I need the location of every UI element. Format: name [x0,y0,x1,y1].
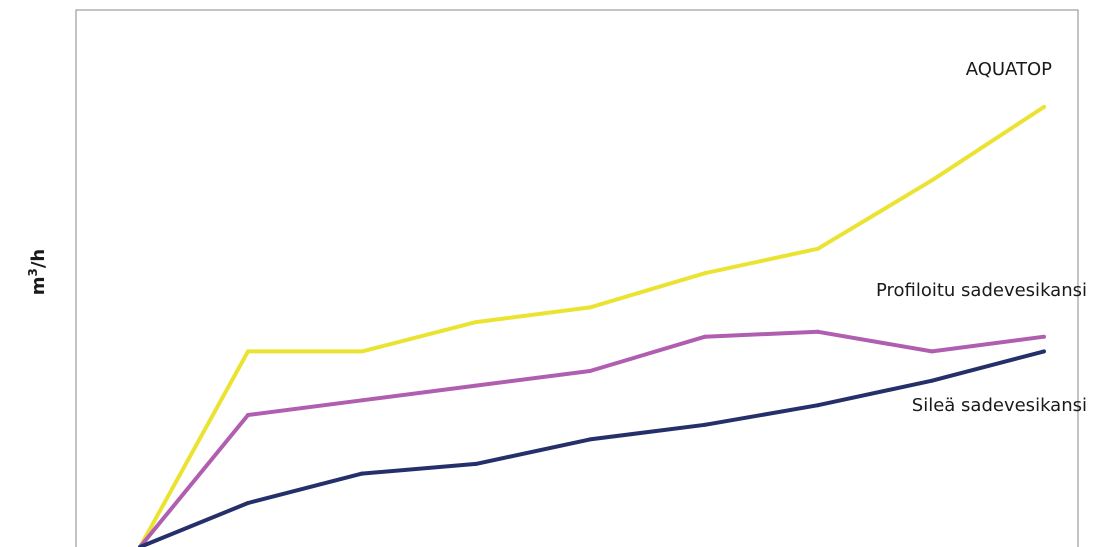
series-label-1: Profiloitu sadevesikansi [876,280,1087,301]
label-layer: AQUATOP Profiloitu sadevesikansi Sileä sad… [876,59,1087,416]
series-point [474,461,478,466]
y-axis-label: m3/h [26,249,49,296]
series-point [930,378,934,383]
series-point [930,178,934,183]
series-point [360,471,364,476]
series-label-2: Sileä sadevesikansi [912,395,1087,416]
series-line-0 [138,105,1046,547]
series-point [816,246,820,251]
series-line-2 [139,349,1045,547]
series-point [474,383,478,388]
series-point [703,271,707,276]
y-axis-label-base: m [28,276,49,295]
series-point [816,329,820,334]
series-point [1042,334,1046,339]
series-point [1042,349,1046,354]
plot-frame [75,9,1079,547]
series-point [360,398,364,403]
series-point [588,369,592,373]
series-point [816,403,820,408]
series-point [588,305,592,310]
series-point [703,422,707,427]
series-point [246,413,250,417]
y-axis-label-sup: 3 [26,268,40,276]
series-point [360,349,364,354]
plot-border [75,9,1079,547]
series-point [474,320,478,325]
series-point [703,334,707,339]
series-point [246,349,250,354]
series-label-0: AQUATOP [966,59,1052,80]
series-point [1042,104,1046,109]
series-point [930,349,934,354]
series-point [588,437,592,442]
series-point [246,501,250,505]
y-axis-label-tail: /h [28,249,49,268]
series-layer [138,104,1046,547]
